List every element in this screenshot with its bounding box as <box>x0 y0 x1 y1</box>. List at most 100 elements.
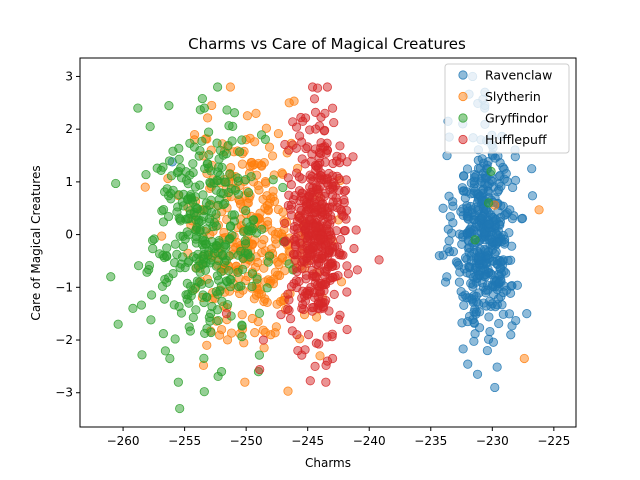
data-point <box>329 289 339 299</box>
data-point <box>270 267 280 277</box>
x-axis: −260 −255 −250 −245 −240 −235 −230 −225 <box>107 427 570 448</box>
data-point <box>510 152 520 162</box>
data-point <box>214 162 224 172</box>
data-point <box>460 290 470 300</box>
data-point <box>145 121 155 132</box>
x-tick-label: −240 <box>353 434 386 448</box>
data-point <box>240 239 251 249</box>
data-point <box>307 306 317 316</box>
data-point <box>482 345 492 356</box>
data-point <box>113 319 123 329</box>
data-point <box>283 173 293 183</box>
data-point <box>211 221 221 231</box>
data-point <box>188 312 198 323</box>
data-point <box>254 308 265 318</box>
chart-title: Charms vs Care of Magical Creatures <box>188 35 466 53</box>
data-point <box>156 165 166 175</box>
data-point <box>338 250 348 260</box>
data-point <box>517 214 527 224</box>
data-point <box>342 261 352 271</box>
data-point <box>184 322 194 332</box>
data-point <box>324 245 334 255</box>
data-point <box>267 151 278 161</box>
data-point <box>472 369 483 379</box>
data-point <box>322 332 332 342</box>
data-point <box>220 177 230 187</box>
data-point <box>288 140 298 150</box>
data-point <box>259 343 269 353</box>
data-point <box>310 107 321 117</box>
data-point <box>197 136 207 146</box>
data-point <box>237 332 247 342</box>
plot-frame <box>79 57 577 428</box>
data-point <box>211 209 221 219</box>
data-point <box>302 258 312 268</box>
data-point <box>264 142 275 152</box>
data-point <box>164 101 174 111</box>
data-point <box>254 185 264 195</box>
data-point <box>326 233 337 243</box>
data-point <box>293 228 303 238</box>
data-point <box>209 178 219 188</box>
x-axis-title: Charms <box>305 456 351 470</box>
data-point <box>212 138 222 148</box>
data-point <box>512 280 522 290</box>
data-point <box>510 175 521 185</box>
data-point <box>487 299 497 309</box>
data-point <box>478 188 488 198</box>
data-point <box>296 205 306 216</box>
data-point <box>273 257 283 267</box>
data-point <box>310 361 320 371</box>
data-point <box>522 309 532 319</box>
data-point <box>214 235 224 246</box>
data-point <box>220 240 230 250</box>
data-point <box>506 330 516 340</box>
data-point <box>316 298 326 308</box>
data-point <box>137 350 147 360</box>
data-point <box>243 187 254 198</box>
data-point <box>283 200 293 211</box>
data-point <box>486 166 496 176</box>
data-point <box>204 150 214 160</box>
data-point <box>260 134 270 144</box>
data-point <box>225 221 236 231</box>
data-point <box>304 214 315 225</box>
data-point <box>459 300 469 310</box>
data-point <box>229 210 239 220</box>
legend-label-ravenclaw: Ravenclaw <box>485 68 552 83</box>
data-point <box>492 362 502 372</box>
data-point <box>262 283 272 293</box>
data-point <box>136 300 147 310</box>
data-point <box>321 377 331 387</box>
data-point <box>469 336 479 346</box>
data-point <box>195 180 205 190</box>
data-point <box>309 94 320 104</box>
data-point <box>297 137 307 147</box>
data-point <box>290 191 300 201</box>
data-point <box>290 255 301 265</box>
data-point <box>341 175 351 185</box>
data-point <box>214 275 224 285</box>
data-point <box>251 108 261 118</box>
data-point <box>322 356 332 366</box>
data-point <box>206 308 216 319</box>
data-point <box>301 233 311 243</box>
y-tick-label: 2 <box>65 122 73 136</box>
x-tick-label: −230 <box>476 434 509 448</box>
data-point <box>253 257 263 268</box>
data-point <box>320 108 330 118</box>
data-point <box>166 194 176 204</box>
data-point <box>224 266 234 276</box>
data-point <box>474 252 484 262</box>
data-point <box>440 277 451 287</box>
data-point <box>463 359 473 369</box>
data-point <box>284 295 294 305</box>
data-point <box>444 236 454 246</box>
data-point <box>321 277 331 287</box>
data-point <box>168 185 178 195</box>
data-point <box>128 303 138 313</box>
data-point <box>319 191 329 202</box>
data-point <box>173 377 183 387</box>
y-tick-label: 1 <box>65 175 73 189</box>
